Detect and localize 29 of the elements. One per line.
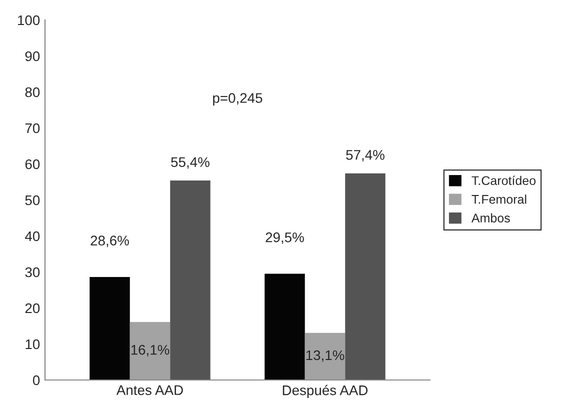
data-label: 13,1%	[306, 350, 344, 362]
data-label: 55,4%	[171, 157, 210, 169]
legend-label: Ambos	[471, 213, 510, 222]
bar	[130, 322, 170, 380]
annotation: p=0,245	[213, 93, 262, 106]
data-label: 57,4%	[346, 150, 384, 162]
y-tick-label: 60	[25, 159, 40, 170]
y-tick-label: 90	[25, 51, 40, 62]
y-tick-label: 20	[25, 303, 40, 314]
y-tick-label: 10	[26, 339, 40, 350]
y-tick-label: 100	[18, 15, 40, 26]
y-tick-label: 70	[25, 123, 40, 134]
bar	[264, 274, 305, 380]
legend-label: T.Femoral	[472, 194, 526, 204]
y-tick-label: 50	[25, 195, 40, 206]
legend-label: T.Carotídeo	[472, 176, 536, 186]
x-tick-label: Después AAD	[282, 384, 368, 398]
bar	[170, 180, 210, 380]
bar	[345, 173, 386, 380]
data-label: 29,5%	[266, 232, 304, 244]
y-tick-label: 0	[32, 375, 40, 386]
y-tick-label: 80	[25, 87, 40, 98]
data-label: 16,1%	[131, 344, 170, 356]
x-tick-label: Antes AAD	[116, 385, 183, 396]
data-label: 28,6%	[90, 236, 129, 248]
bar	[90, 277, 130, 380]
y-tick-label: 40	[25, 231, 40, 242]
y-tick-label: 30	[25, 267, 40, 278]
bar	[304, 332, 346, 380]
